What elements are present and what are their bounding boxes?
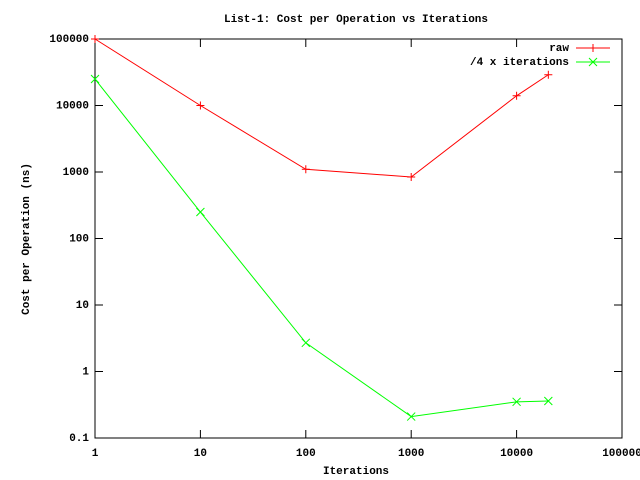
y-tick-label: 0.1 xyxy=(69,433,89,445)
y-tick-label: 1000 xyxy=(63,167,89,179)
legend-label: raw xyxy=(549,43,569,55)
y-tick-label: 1 xyxy=(82,366,89,378)
point xyxy=(407,173,416,182)
point xyxy=(196,101,205,110)
point xyxy=(406,412,416,421)
legend-label: /4 x iterations xyxy=(470,57,569,69)
chart-title: List-1: Cost per Operation vs Iterations xyxy=(224,14,488,26)
point xyxy=(196,207,205,217)
point xyxy=(301,338,311,348)
y-tick-label: 10000 xyxy=(56,100,89,112)
y-axis-label: Cost per Operation (ns) xyxy=(21,163,33,315)
y-tick-label: 100 xyxy=(69,233,89,245)
point xyxy=(91,35,99,43)
point xyxy=(301,165,310,174)
point xyxy=(512,91,521,100)
x-tick-label: 10000 xyxy=(500,448,533,460)
y-tick-label: 100000 xyxy=(49,34,89,46)
point xyxy=(544,70,553,79)
x-tick-label: 1000 xyxy=(398,448,424,460)
series-line xyxy=(94,78,549,418)
x-tick-label: 100000 xyxy=(602,448,640,460)
x-tick-label: 10 xyxy=(194,448,207,460)
y-tick-label: 10 xyxy=(76,300,89,312)
x-axis-label: Iterations xyxy=(323,466,389,478)
point xyxy=(543,396,553,406)
x-tick-label: 100 xyxy=(296,448,316,460)
legend-marker xyxy=(588,57,598,67)
point xyxy=(512,397,521,407)
x-tick-label: 1 xyxy=(92,448,99,460)
legend-marker xyxy=(589,44,597,52)
series-line xyxy=(94,38,549,178)
point xyxy=(90,74,100,84)
